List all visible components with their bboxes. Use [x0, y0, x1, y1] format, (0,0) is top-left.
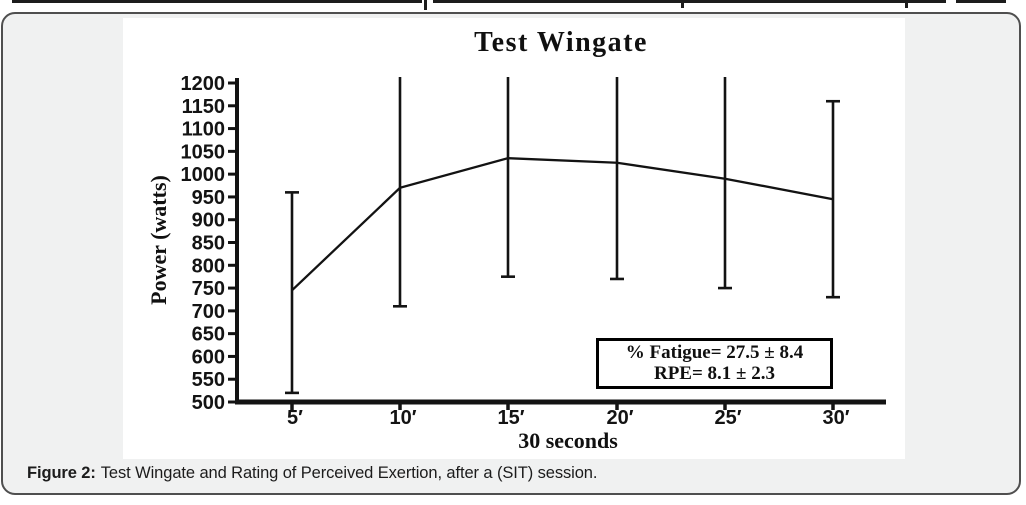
y-tick-label: 900 [192, 210, 225, 232]
x-tick-label: 20′ [606, 407, 633, 429]
x-tick-label: 10′ [389, 407, 416, 429]
y-tick-label: 1150 [182, 96, 225, 118]
cropped-text-fragment [905, 0, 908, 8]
series-line [291, 157, 834, 292]
cropped-text-fragment [956, 0, 1006, 3]
caption-text: Test Wingate and Rating of Perceived Exe… [100, 464, 598, 482]
y-tick-label: 850 [192, 233, 225, 255]
y-tick-label: 1200 [181, 73, 226, 95]
y-tick-label: 700 [192, 301, 225, 323]
y-tick-label: 1050 [181, 141, 226, 163]
y-tick-label: 550 [192, 369, 225, 391]
y-tick-label: 750 [192, 278, 225, 300]
y-tick-label: 650 [192, 324, 225, 346]
y-tick-label: 1100 [182, 119, 225, 141]
cropped-text-fragment [433, 0, 946, 3]
annotation-rpe: RPE= 8.1 ± 2.3 [653, 363, 775, 384]
cropped-text-fragment [681, 0, 684, 8]
y-tick-label: 950 [192, 187, 225, 209]
figure-caption: Figure 2: Test Wingate and Rating of Perc… [27, 464, 597, 483]
y-tick-label: 1000 [181, 164, 226, 186]
x-tick-label: 30′ [822, 407, 849, 429]
chart-title: Test Wingate [474, 27, 648, 58]
annotation-box: % Fatigue= 27.5 ± 8.4 RPE= 8.1 ± 2.3 [596, 338, 833, 389]
caption-label: Figure 2: [27, 464, 96, 482]
annotation-fatigue: % Fatigue= 27.5 ± 8.4 [625, 342, 804, 363]
cropped-text-fragment [12, 0, 422, 3]
x-axis-title: 30 seconds [518, 428, 618, 453]
x-tick-label: 15′ [497, 407, 524, 429]
cropped-text-fragment [424, 0, 427, 10]
y-tick-label: 800 [192, 255, 225, 277]
x-tick-label: 25′ [714, 407, 741, 429]
y-tick-label: 500 [192, 392, 225, 414]
x-tick-label: 5′ [287, 407, 303, 429]
y-tick-label: 600 [192, 346, 225, 368]
